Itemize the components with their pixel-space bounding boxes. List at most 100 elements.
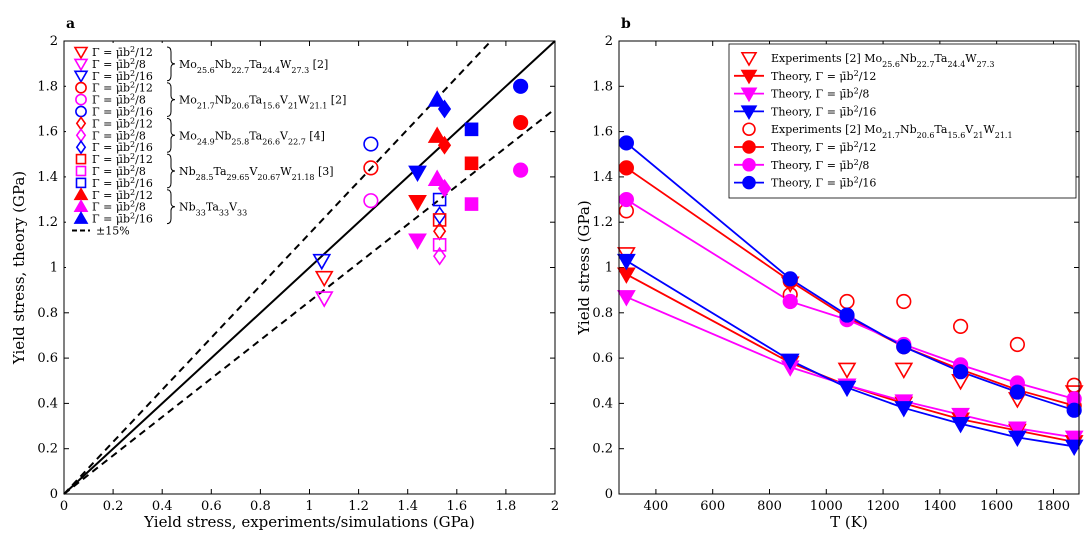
panel-a-point xyxy=(408,165,427,182)
panel-a-line-identity xyxy=(63,40,556,495)
panel-a-xtick-label: 1.2 xyxy=(348,499,369,514)
panel-b-ytick-label: 1.8 xyxy=(592,79,613,94)
panel-b-point xyxy=(617,253,636,271)
panel-b-point xyxy=(894,401,914,418)
panel-a-point xyxy=(314,291,334,308)
panel-a-point xyxy=(427,169,447,186)
panel-b-ytick-label: 0.6 xyxy=(592,351,613,366)
panel-a-legend-marker xyxy=(75,153,87,165)
panel-b-point xyxy=(894,362,914,380)
panel-a-ytick-label: 1.6 xyxy=(37,125,58,140)
panel-a-xtick-label: 1.4 xyxy=(397,499,418,514)
panel-a-legend: Γ = μ̄b2/12Γ = μ̄b2/8Γ = μ̄b2/16Γ = μ̄b2… xyxy=(66,43,346,270)
panel-b-legend-marker xyxy=(742,140,756,154)
panel-b-legend-marker xyxy=(740,105,758,121)
panel-a-point xyxy=(437,99,452,119)
panel-a-data-points xyxy=(312,78,529,308)
panel-a-point xyxy=(363,160,379,176)
panel-b-point xyxy=(952,318,969,334)
panel-b-legend-entry: Theory, Γ = μ̄b2/16 xyxy=(771,104,876,119)
panel-a-legend-marker xyxy=(73,58,89,72)
panel-b-point xyxy=(618,135,634,151)
panel-a-point xyxy=(427,126,447,143)
panel-a-point xyxy=(314,270,334,288)
panel-a-point xyxy=(427,90,447,107)
panel-a-legend-entry: Γ = μ̄b2/12 xyxy=(92,80,153,95)
panel-b-xtick-label: 1800 xyxy=(1037,499,1070,514)
panel-b-legend-entry: Theory, Γ = μ̄b2/12 xyxy=(771,140,876,155)
panel-b-point xyxy=(1008,421,1027,438)
panel-a-point xyxy=(432,213,447,227)
panel-a-point xyxy=(437,135,452,155)
panel-b-point xyxy=(782,271,798,287)
panel-b-legend-entry: Theory, Γ = μ̄b2/8 xyxy=(771,86,869,101)
panel-a-ytick-label: 2 xyxy=(50,34,58,49)
panel-b-ytick-label: 1 xyxy=(605,261,613,276)
panel-b-point xyxy=(839,307,855,323)
panel-a-reference-lines xyxy=(63,40,556,495)
panel-a-legend-entry: Γ = μ̄b2/8 xyxy=(92,199,146,214)
panel-b-legend-entry: Experiments [2] Mo21.7Nb20.6Ta15.6V21W21… xyxy=(771,123,1013,140)
panel-b-point xyxy=(618,160,634,176)
panel-a-legend-entry: Γ = μ̄b2/16 xyxy=(92,104,153,119)
panel-a-xtick-label: 0 xyxy=(60,499,68,514)
panel-a-frame xyxy=(63,40,556,495)
panel-a-legend-tol: ±15% xyxy=(96,225,130,238)
panel-b-point xyxy=(1009,336,1025,353)
panel-a-legend-marker xyxy=(73,70,89,84)
panel-a-legend-marker xyxy=(75,81,87,94)
panel-a-xtick-label: 2 xyxy=(551,499,559,514)
panel-a-legend-marker xyxy=(73,210,89,224)
panel-a-point xyxy=(432,192,447,207)
panel-b-legend-marker xyxy=(740,51,758,67)
panel-b-xtick-label: 1200 xyxy=(867,499,900,514)
panel-b-ytick-label: 1.2 xyxy=(592,215,613,230)
panel-b-point xyxy=(1064,430,1084,447)
panel-b-ytick-label: 0.8 xyxy=(592,306,613,321)
panel-b-ticks: 400 600 800 1000 1200 1400 1600 1800 0 0.2 0.4 0.6 0… xyxy=(592,34,1079,514)
panel-a-legend-group-label: Nb33Ta33V33 xyxy=(179,201,247,218)
panel-b-legend-entry: Theory, Γ = μ̄b2/16 xyxy=(771,175,876,190)
panel-a-point xyxy=(433,206,447,225)
panel-b-point xyxy=(1066,402,1082,418)
panel-a-legend-entry: Γ = μ̄b2/16 xyxy=(92,211,153,226)
panel-b-ytick-label: 0.2 xyxy=(592,442,613,457)
panel-a-label: a xyxy=(66,16,75,32)
panel-a-xtick-label: 1.6 xyxy=(446,499,467,514)
panel-a-legend-entry: Γ = μ̄b2/12 xyxy=(92,45,153,60)
panel-a-legend-brace xyxy=(166,46,176,82)
panel-a-legend-brace xyxy=(166,82,176,117)
panel-a-xtick-label: 0.8 xyxy=(250,499,271,514)
panel-b-legend-marker xyxy=(740,69,758,85)
panel-a-legend-entry: Γ = μ̄b2/12 xyxy=(92,187,153,202)
panel-b-ytick-label: 1.4 xyxy=(592,170,613,185)
panel-a-legend-entry: Γ = μ̄b2/8 xyxy=(92,164,146,179)
panel-b-legend-marker xyxy=(740,87,758,103)
panel-a-point xyxy=(464,156,479,171)
panel-a-legend-entry: Γ = μ̄b2/8 xyxy=(92,92,146,107)
panel-a-xtick-label: 1.8 xyxy=(496,499,517,514)
panel-a-xtick-label: 0.6 xyxy=(201,499,222,514)
panel-a-legend-entry: Γ = μ̄b2/16 xyxy=(92,140,153,155)
panel-b-legend-marker xyxy=(742,175,756,190)
panel-a-legend-marker xyxy=(73,46,89,60)
panel-a-ytick-label: 1.2 xyxy=(37,215,58,230)
panel-a-legend-marker xyxy=(75,93,87,106)
panel-a-point xyxy=(513,114,529,131)
panel-a: a 0 0.2 0.4 0.6 0.8 1 1.2 1.4 1.6 1.8 200.20.40.60… xyxy=(10,16,559,531)
panel-a-line--15% xyxy=(63,108,556,495)
panel-a-point xyxy=(408,195,427,212)
panel-a-ytick-label: 1.4 xyxy=(37,170,58,185)
panel-a-legend-entry: Γ = μ̄b2/16 xyxy=(92,68,153,83)
panel-a-point xyxy=(437,178,452,198)
panel-a-ytick-label: 1.8 xyxy=(37,79,58,94)
panel-b-point xyxy=(951,407,970,425)
panel-a-ytick-label: 0.2 xyxy=(37,442,58,457)
panel-b-point xyxy=(837,362,857,380)
panel-b-ylabel: Yield stress (GPa) xyxy=(575,200,593,335)
panel-a-ylabel: Yield stress, theory (GPa) xyxy=(10,171,28,365)
panel-a-legend-entry: Γ = μ̄b2/16 xyxy=(92,175,153,190)
panel-a-legend-marker xyxy=(75,139,87,155)
panel-a-legend-brace xyxy=(166,189,176,225)
panel-a-legend-brace xyxy=(166,117,176,153)
